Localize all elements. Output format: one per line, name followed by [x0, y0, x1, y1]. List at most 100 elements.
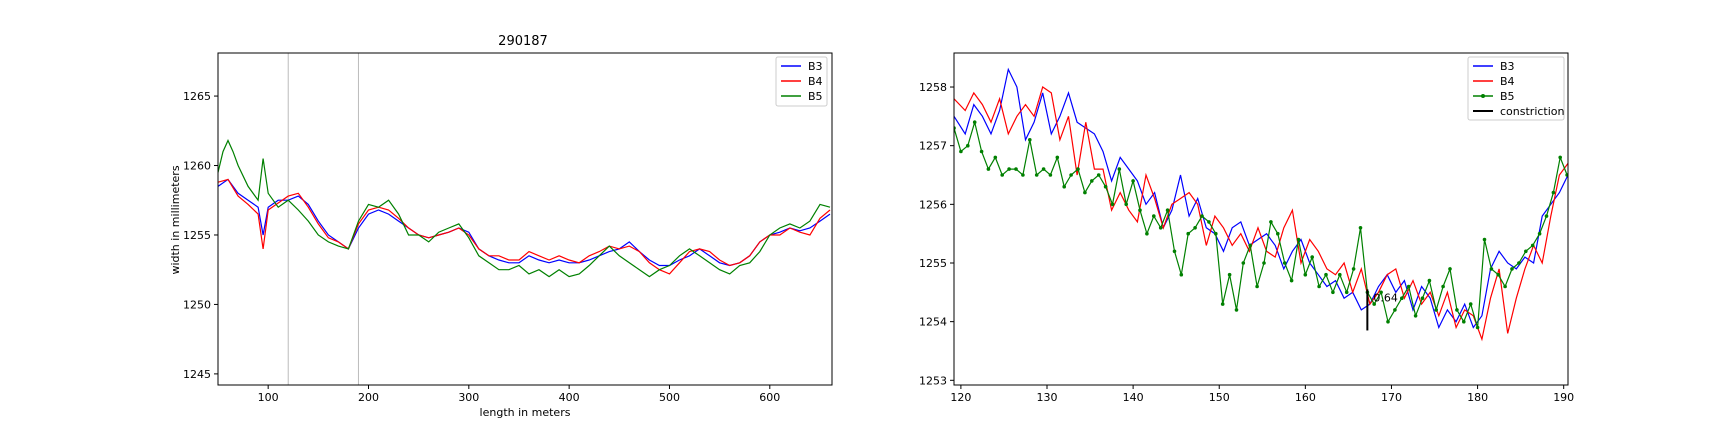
- chart-right-b5-point: [1413, 314, 1418, 318]
- chart-right-b5-point: [1289, 278, 1294, 283]
- chart-right-b5-point: [1069, 173, 1073, 177]
- chart-right-b5-point: [1468, 302, 1473, 306]
- chart-right-b5-point: [979, 149, 984, 154]
- chart-right-b5-point: [1372, 302, 1376, 306]
- chart-right-b5-point: [1158, 226, 1163, 230]
- chart-right-series-b3: [954, 67, 1568, 330]
- chart-right-b5-point: [1544, 214, 1549, 218]
- chart-right-b5-point: [1193, 226, 1197, 230]
- chart-right-legend-constriction: constriction: [1500, 105, 1565, 118]
- chart-right-b5-point: [1475, 325, 1480, 330]
- chart-right-series-b4: [954, 86, 1568, 342]
- chart-right-y-tick-label: 1257: [919, 140, 947, 153]
- chart-left-legend-b5: B5: [808, 90, 823, 103]
- chart-right-b5-point: [1021, 173, 1025, 177]
- chart-right-b5-point: [1200, 214, 1204, 218]
- chart-right-b5-point: [1386, 319, 1390, 324]
- chart-right-b5-point: [1062, 184, 1066, 189]
- chart-left-x-tick-label: 600: [759, 391, 780, 404]
- chart-right-b5-point: [1406, 284, 1411, 289]
- chart-right-b5-point: [1227, 272, 1232, 277]
- chart-left-x-tick-label: 400: [559, 391, 580, 404]
- chart-left-y-tick-label: 1260: [183, 160, 211, 173]
- chart-right-b5-point: [1269, 220, 1273, 224]
- chart-right-b5-point: [1489, 267, 1494, 271]
- chart-right-b5-point: [1220, 302, 1225, 306]
- chart-right-y-tick-label: 1258: [919, 81, 947, 94]
- chart-right-b5-point: [1186, 231, 1190, 236]
- chart-right-b5-point: [1434, 308, 1438, 312]
- chart-right-b5-point: [1338, 272, 1342, 277]
- chart-left-axes-frame: [217, 52, 833, 386]
- chart-left-legend-b3: B3: [808, 60, 823, 73]
- chart-right-b5-point: [1234, 308, 1239, 312]
- chart-right-b5-point: [1165, 208, 1170, 212]
- chart-right-b5-point: [1145, 231, 1149, 236]
- chart-right: 0.64 120 130 140 150 160 170 180 190 1253 1254 12…: [919, 52, 1574, 404]
- chart-right-b5-point: [1393, 308, 1397, 312]
- chart-left-series-b3: [218, 178, 831, 267]
- chart-right-b5-point: [1262, 261, 1266, 265]
- chart-right-b5-point: [1028, 138, 1032, 142]
- chart-right-legend-b4: B4: [1500, 75, 1515, 88]
- chart-right-b5-point: [1565, 173, 1568, 177]
- chart-left-series-b4: [218, 178, 831, 275]
- chart-left-x-tick-label: 200: [358, 391, 379, 404]
- chart-right-b5-point: [1096, 173, 1101, 177]
- chart-right-b5-point: [1344, 290, 1349, 295]
- chart-left: 290187 100 200 300 400 500 600 1245 1250 1255 12…: [169, 34, 833, 419]
- chart-right-b5-point: [1255, 284, 1259, 289]
- chart-right-b5-point: [1379, 290, 1383, 295]
- chart-right-b5-point: [1537, 231, 1542, 236]
- chart-right-b5-point: [1448, 267, 1452, 271]
- chart-right-legend-b5: B5: [1500, 90, 1515, 103]
- chart-right-b5-point: [1317, 284, 1321, 289]
- chart-left-legend: B3 B4 B5: [775, 56, 828, 107]
- chart-right-x-tick-label: 170: [1381, 391, 1402, 404]
- chart-right-x-tick-label: 190: [1553, 391, 1574, 404]
- chart-right-b5-point: [1248, 243, 1252, 248]
- chart-right-b5-point: [1530, 243, 1535, 248]
- chart-right-b5-point: [1000, 173, 1004, 177]
- chart-right-b5-point: [1517, 261, 1521, 265]
- chart-left-x-tick-label: 500: [659, 391, 680, 404]
- chart-right-b5-point: [1462, 319, 1466, 324]
- chart-left-x-axis-label: length in meters: [480, 406, 571, 419]
- chart-right-b5-point: [1207, 220, 1211, 224]
- chart-right-b5-point: [1055, 155, 1060, 160]
- chart-right-b5-point: [993, 155, 998, 160]
- chart-right-b5-point: [1524, 249, 1528, 254]
- chart-right-legend-b3: B3: [1500, 60, 1515, 73]
- chart-right-b5-point: [1296, 237, 1301, 242]
- chart-right-y-tick-label: 1253: [919, 374, 947, 387]
- chart-left-legend-b4: B4: [808, 75, 823, 88]
- chart-right-b5-point: [1310, 255, 1314, 259]
- chart-left-y-tick-label: 1250: [183, 298, 211, 311]
- chart-right-b5-point: [1124, 202, 1128, 207]
- chart-left-legend-box: [775, 56, 828, 107]
- chart-right-b5-point: [1324, 272, 1328, 277]
- chart-right-b5-point: [1510, 267, 1514, 271]
- chart-right-b5-point: [1420, 296, 1425, 301]
- chart-right-b5-point: [1214, 231, 1218, 236]
- chart-right-b5-point: [1496, 272, 1500, 277]
- chart-right-b5-point: [1138, 208, 1142, 212]
- chart-right-x-tick-label: 180: [1467, 391, 1488, 404]
- chart-right-b5-point: [1172, 249, 1177, 254]
- chart-right-b5-point: [1103, 184, 1108, 189]
- chart-right-x-tick-label: 150: [1209, 391, 1230, 404]
- chart-right-b5-point: [1014, 167, 1018, 171]
- chart-right-legend-box: [1467, 56, 1565, 121]
- chart-right-b5-point: [1110, 202, 1115, 207]
- chart-right-b5-point: [1303, 272, 1308, 277]
- chart-right-b5-point: [1558, 155, 1562, 160]
- chart-right-legend: B3 B4 B5 constriction: [1467, 56, 1565, 121]
- chart-right-x-tick-label: 160: [1295, 391, 1316, 404]
- chart-right-x-tick-label: 120: [950, 391, 971, 404]
- chart-right-b5-point: [1241, 261, 1246, 265]
- chart-right-y-tick-label: 1254: [919, 316, 947, 329]
- chart-right-b5-point: [972, 120, 977, 124]
- chart-right-axes-frame: [953, 52, 1569, 386]
- chart-right-b5-point: [1276, 231, 1280, 236]
- chart-right-b5-point: [1131, 179, 1135, 183]
